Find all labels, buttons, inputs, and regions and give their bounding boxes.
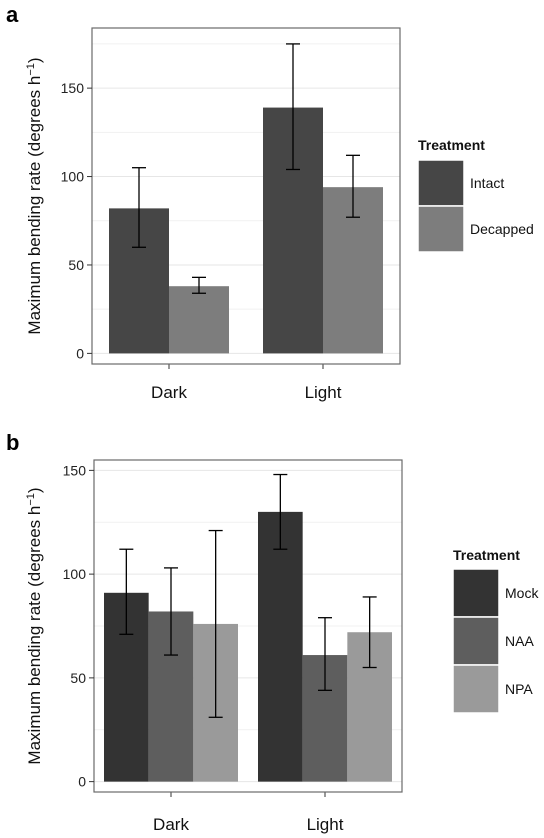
y-tick-label: 0 — [76, 345, 84, 361]
y-axis-label: Maximum bending rate (degrees h−1) — [25, 57, 44, 334]
legend-title: Treatment — [418, 137, 485, 153]
plot-border — [91, 27, 401, 365]
legend-label-decapped: Decapped — [470, 221, 534, 237]
legend-swatch-naa — [452, 616, 500, 666]
legend-swatch-decapped — [417, 205, 465, 253]
x-tick-label-dark: Dark — [151, 383, 187, 402]
x-tick-label-light: Light — [307, 815, 344, 834]
x-tick-label-light: Light — [305, 383, 342, 402]
legend-label-naa: NAA — [505, 633, 534, 649]
y-tick-label: 100 — [63, 566, 87, 582]
y-tick-label: 150 — [63, 462, 87, 478]
x-tick-label-dark: Dark — [153, 815, 189, 834]
bar-mock-light — [258, 511, 303, 782]
legend-swatch-npa — [452, 664, 500, 714]
legend-title: Treatment — [453, 547, 520, 563]
y-tick-label: 150 — [61, 80, 85, 96]
panel-letter-b: b — [6, 430, 19, 455]
y-axis-label: Maximum bending rate (degrees h−1) — [25, 487, 44, 764]
y-tick-label: 50 — [70, 670, 86, 686]
y-tick-label: 50 — [68, 257, 84, 273]
y-tick-label: 0 — [78, 774, 86, 790]
legend-swatch-intact — [417, 159, 465, 207]
panel-letter-a: a — [6, 2, 19, 27]
chart-a-svg: a Dark Light 0 50 100 150 Maximum bending rate… — [6, 2, 534, 402]
panel-a: a Dark Light 0 50 100 150 Maximum bending rate… — [0, 0, 544, 412]
chart-b-svg: b Dark Light 0 50 100 150 Maximum bending rate… — [6, 430, 539, 834]
legend-swatch-mock — [452, 568, 500, 618]
legend-label-mock: Mock — [505, 585, 539, 601]
panel-b: b Dark Light 0 50 100 150 Maximum bending rate… — [0, 428, 544, 838]
plot-border — [93, 459, 403, 793]
legend-label-npa: NPA — [505, 681, 533, 697]
y-tick-label: 100 — [61, 169, 85, 185]
bar-decapped-dark — [169, 286, 229, 354]
legend-label-intact: Intact — [470, 175, 504, 191]
